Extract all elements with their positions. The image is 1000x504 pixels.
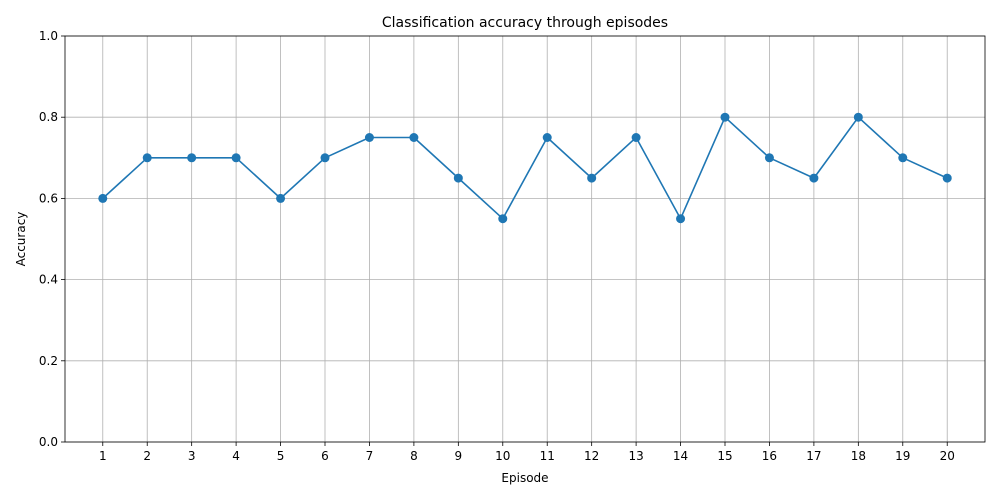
x-tick-label: 1 [99,449,107,463]
data-point [676,214,686,224]
x-tick-label: 14 [673,449,688,463]
x-tick-label: 7 [366,449,374,463]
x-tick-label: 12 [584,449,599,463]
x-tick-label: 11 [540,449,555,463]
series-layer [98,112,952,224]
y-tick-label: 1.0 [39,29,58,43]
series-line [102,116,948,220]
x-tick-label: 2 [143,449,151,463]
data-point [542,133,552,142]
chart-title: Classification accuracy through episodes [382,15,668,31]
data-point [631,133,641,142]
x-tick-label: 8 [410,449,418,463]
y-tick-label: 0.0 [39,435,58,449]
data-point [809,173,819,183]
data-point [942,173,952,183]
data-point [276,193,286,203]
data-point [587,173,597,183]
x-tick-label: 17 [806,449,821,463]
axes: 1 2 3 4 5 6 7 8 9 10 11 12 13 14 15 16 17 18 19 200.00.20.4… [39,29,986,463]
data-point [453,173,463,183]
x-tick-label: 20 [940,449,955,463]
x-tick-label: 3 [188,449,196,463]
y-tick-label: 0.4 [39,273,58,287]
data-point [720,112,730,122]
data-point [364,133,374,142]
y-tick-label: 0.6 [39,191,58,205]
x-tick-label: 16 [762,449,777,463]
x-axis-label: Episode [501,471,548,485]
plot-frame [64,35,986,443]
y-axis-label: Accuracy [14,212,28,267]
data-point [498,214,508,224]
x-tick-label: 15 [717,449,732,463]
data-point [98,193,108,203]
data-point [231,153,241,163]
y-tick-label: 0.2 [39,354,58,368]
grid [65,35,985,443]
x-tick-label: 9 [455,449,463,463]
x-tick-label: 19 [895,449,910,463]
data-point [764,153,774,163]
y-tick-label: 0.8 [39,110,58,124]
data-point [187,153,197,163]
x-tick-label: 13 [628,449,643,463]
data-point [142,153,152,163]
x-tick-label: 10 [495,449,510,463]
data-point [853,112,863,122]
x-tick-label: 5 [277,449,285,463]
x-tick-label: 4 [232,449,240,463]
x-tick-label: 6 [321,449,329,463]
data-point [320,153,330,163]
data-point [898,153,908,163]
data-point [409,133,419,142]
x-tick-label: 18 [851,449,866,463]
